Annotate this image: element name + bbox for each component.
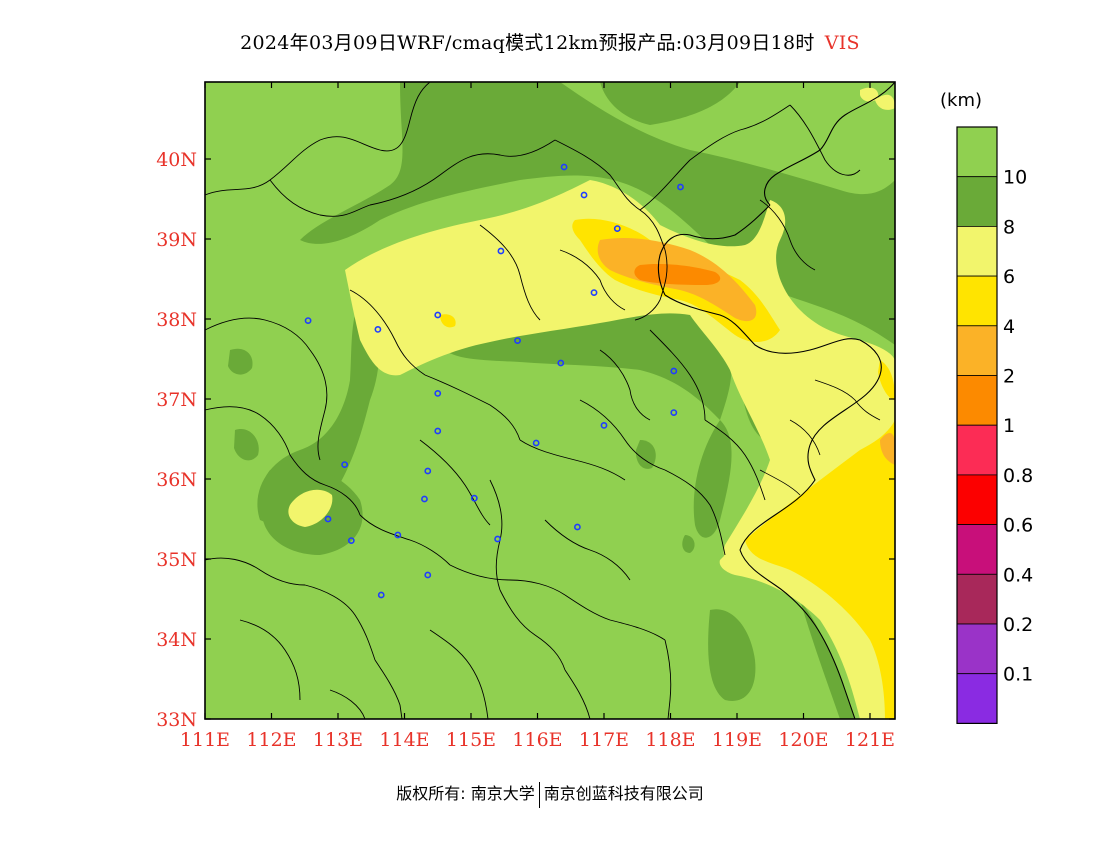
station-marker (424, 467, 432, 475)
legend-swatch (956, 375, 998, 426)
latitude-axis: 40N 39N 38N 37N 36N 35N 34N 33N (156, 149, 895, 731)
lat-tick-label: 37N (156, 389, 197, 411)
map-title: 2024年03月09日WRF/cmaq模式12km预报产品:03月09日18时 V… (0, 28, 1100, 55)
station-marker (670, 409, 678, 416)
legend-swatch (956, 524, 998, 575)
station-marker (590, 289, 598, 296)
lon-tick-label: 117E (579, 729, 629, 751)
station-marker (574, 523, 581, 531)
legend-unit: (km) (940, 90, 983, 111)
copyright-separator (538, 781, 540, 808)
legend-label: 1 (1003, 415, 1015, 437)
lat-tick-label: 33N (156, 709, 197, 731)
legend-label: 0.4 (1003, 564, 1033, 586)
legend-label: 4 (1003, 316, 1015, 338)
lat-tick-label: 36N (156, 469, 197, 491)
station-marker (434, 311, 442, 319)
station-marker (324, 515, 332, 523)
title-text: 2024年03月09日WRF/cmaq模式12km预报产品:03月09日18时 (240, 32, 815, 54)
lon-tick-label: 120E (778, 729, 828, 751)
legend-label: 0.2 (1003, 614, 1033, 636)
legend-label: 2 (1003, 366, 1015, 388)
lon-tick-label: 113E (313, 729, 363, 751)
station-marker (613, 225, 621, 232)
longitude-axis: 111E 112E 113E 114E 115E 116E 117E 118E 119E 120E… (180, 82, 895, 751)
station-marker (424, 571, 432, 579)
station-marker (677, 183, 684, 191)
boundary-lines (205, 82, 861, 719)
lon-tick-label: 118E (645, 729, 695, 751)
station-marker (377, 591, 385, 599)
legend-swatch (956, 176, 998, 227)
legend-swatch (956, 126, 998, 178)
station-marker (434, 389, 442, 397)
station-marker (532, 439, 540, 447)
visibility-field (205, 82, 895, 719)
legend-label: 8 (1003, 216, 1015, 238)
station-marker (580, 191, 588, 199)
legend-swatch (956, 623, 998, 675)
station-marker (560, 163, 568, 171)
station-marker (394, 531, 402, 539)
lon-tick-label: 115E (446, 729, 496, 751)
variable-label: VIS (824, 32, 860, 54)
coastline (657, 82, 895, 719)
peninsula-boundaries (759, 379, 881, 496)
station-marker (304, 317, 312, 324)
lon-tick-label: 116E (512, 729, 562, 751)
lat-tick-label: 40N (156, 149, 197, 171)
legend-swatch (956, 573, 998, 625)
station-marker (497, 247, 505, 255)
lat-tick-label: 39N (156, 229, 197, 251)
station-marker (347, 537, 355, 544)
copyright-right: 南京创蓝科技有限公司 (543, 784, 704, 803)
legend-swatch (956, 474, 998, 525)
station-marker (470, 494, 478, 502)
station-markers (304, 163, 684, 599)
lon-tick-label: 114E (379, 729, 429, 751)
station-marker (494, 535, 501, 543)
legend-label: 0.1 (1003, 664, 1033, 686)
legend-swatch (956, 673, 998, 724)
station-marker (600, 421, 608, 429)
station-marker (514, 337, 521, 344)
lat-tick-label: 34N (156, 629, 197, 651)
lat-tick-label: 38N (156, 309, 197, 331)
station-marker (374, 325, 382, 333)
legend-swatch (956, 424, 998, 476)
station-marker (341, 461, 349, 468)
color-legend: 10 8 6 4 2 1 0.8 0.6 0.4 0.2 0.1 (956, 126, 1033, 725)
legend-swatch (956, 325, 998, 376)
legend-label: 0.6 (1003, 515, 1033, 537)
lon-tick-label: 112E (246, 729, 296, 751)
legend-label: 6 (1003, 266, 1015, 288)
legend-label: 0.8 (1003, 465, 1033, 487)
station-marker (421, 495, 428, 503)
station-marker (434, 427, 442, 435)
copyright-line: 版权所有: 南京大学 南京创蓝科技有限公司 (0, 780, 1100, 808)
lon-tick-label: 111E (180, 729, 230, 751)
legend-frame (956, 126, 998, 725)
station-marker (557, 359, 565, 367)
lon-tick-label: 119E (712, 729, 762, 751)
legend-swatch (956, 225, 998, 277)
vis-band-1-2 (634, 263, 721, 285)
legend-swatch (956, 275, 998, 327)
lat-tick-label: 35N (156, 549, 197, 571)
copyright-left: 版权所有: 南京大学 (396, 784, 535, 803)
legend-label: 10 (1003, 167, 1027, 189)
lon-tick-label: 121E (845, 729, 895, 751)
plot-frame (204, 81, 896, 720)
station-marker (670, 367, 678, 375)
